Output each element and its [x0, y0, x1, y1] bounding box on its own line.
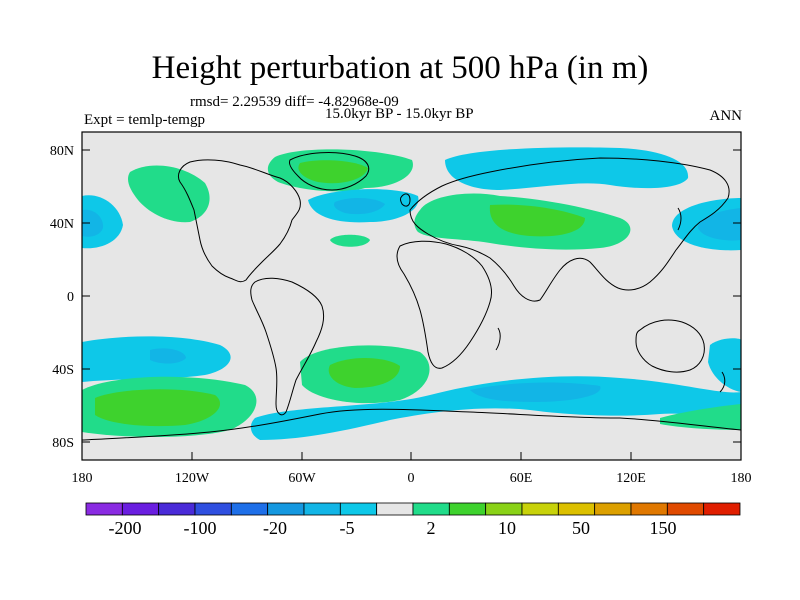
colorbar-label: 150	[650, 518, 677, 538]
coast-madagascar	[495, 327, 501, 351]
coast-antarctica	[82, 408, 741, 441]
colorbar-box	[230, 502, 269, 516]
colorbar-box	[194, 502, 232, 516]
anomaly-north-atlantic-core	[298, 160, 368, 184]
lat-label: 80S	[52, 436, 74, 451]
colorbar-label: 10	[498, 518, 516, 538]
lat-label: 80N	[50, 144, 74, 159]
coast-africa	[396, 240, 493, 369]
lat-ticks	[82, 149, 741, 443]
lon-label: 0	[408, 471, 415, 486]
colorbar-label: 50	[572, 518, 590, 538]
lat-label: 0	[67, 290, 74, 305]
anomaly-fields	[82, 147, 741, 440]
coast-eurasia	[409, 157, 730, 302]
anomaly-south-pacific-negative-core	[150, 348, 186, 364]
colorbar-box	[85, 502, 123, 516]
colorbar-box	[121, 502, 160, 516]
lon-label: 180	[72, 471, 93, 486]
lat-label: 40S	[52, 363, 74, 378]
colorbar-box	[666, 502, 705, 516]
colorbar-label: -20	[263, 518, 287, 538]
anomaly-nw-atlantic-core	[334, 198, 385, 215]
colorbar-box	[521, 502, 559, 516]
colorbar-box	[376, 502, 414, 516]
lon-label: 180	[731, 471, 752, 486]
anomaly-pacific-west-edge-core	[82, 209, 104, 237]
lon-label: 60W	[288, 471, 316, 486]
colorbar-label: 2	[427, 518, 436, 538]
colorbar	[85, 502, 741, 516]
period-line: 15.0kyr BP - 15.0kyr BP	[325, 106, 474, 122]
anomaly-mid-atlantic	[330, 234, 370, 247]
colorbar-label: -100	[184, 518, 217, 538]
coast-greenland	[289, 152, 370, 191]
anomaly-southern-ocean	[250, 376, 741, 440]
coastlines	[82, 152, 741, 441]
lon-label: 120E	[616, 471, 646, 486]
anomaly-southern-ocean-core	[470, 382, 601, 402]
anomaly-eurasia-core	[489, 204, 585, 237]
lon-label: 120W	[175, 471, 210, 486]
colorbar-box	[630, 502, 668, 516]
colorbar-label: -5	[340, 518, 355, 538]
colorbar-box	[485, 502, 523, 516]
coast-australia	[635, 319, 705, 373]
anomaly-siberia	[445, 147, 689, 190]
coast-new-zealand	[719, 371, 726, 393]
lon-ticks	[81, 452, 742, 460]
season-label: ANN	[709, 108, 743, 124]
anomaly-north-pacific-positive	[127, 165, 210, 223]
experiment-label: Expt = temlp-temgp	[84, 112, 205, 128]
anomaly-south-pacific-positive-core	[95, 389, 221, 427]
colorbar-box	[703, 502, 741, 516]
coast-uk	[400, 193, 411, 207]
stats-line: rmsd= 2.29539 diff= -4.82968e-09	[190, 94, 399, 110]
colorbar-box	[339, 502, 378, 516]
colorbar-box	[412, 502, 450, 516]
anomaly-sw-pacific-edge	[708, 338, 741, 392]
map-title: Height perturbation at 500 hPa (in m)	[151, 50, 649, 86]
coast-japan	[677, 207, 682, 231]
lon-label: 60E	[510, 471, 533, 486]
colorbar-box	[448, 502, 487, 516]
coast-south-america	[250, 277, 325, 416]
colorbar-box	[158, 502, 196, 516]
lat-label: 40N	[50, 217, 74, 232]
colorbar-box	[303, 502, 341, 516]
anomaly-south-atlantic-core	[328, 357, 400, 388]
colorbar-box	[594, 502, 632, 516]
colorbar-box	[267, 502, 305, 516]
colorbar-label: -200	[109, 518, 142, 538]
coast-north-america	[177, 159, 301, 283]
colorbar-box	[557, 502, 596, 516]
